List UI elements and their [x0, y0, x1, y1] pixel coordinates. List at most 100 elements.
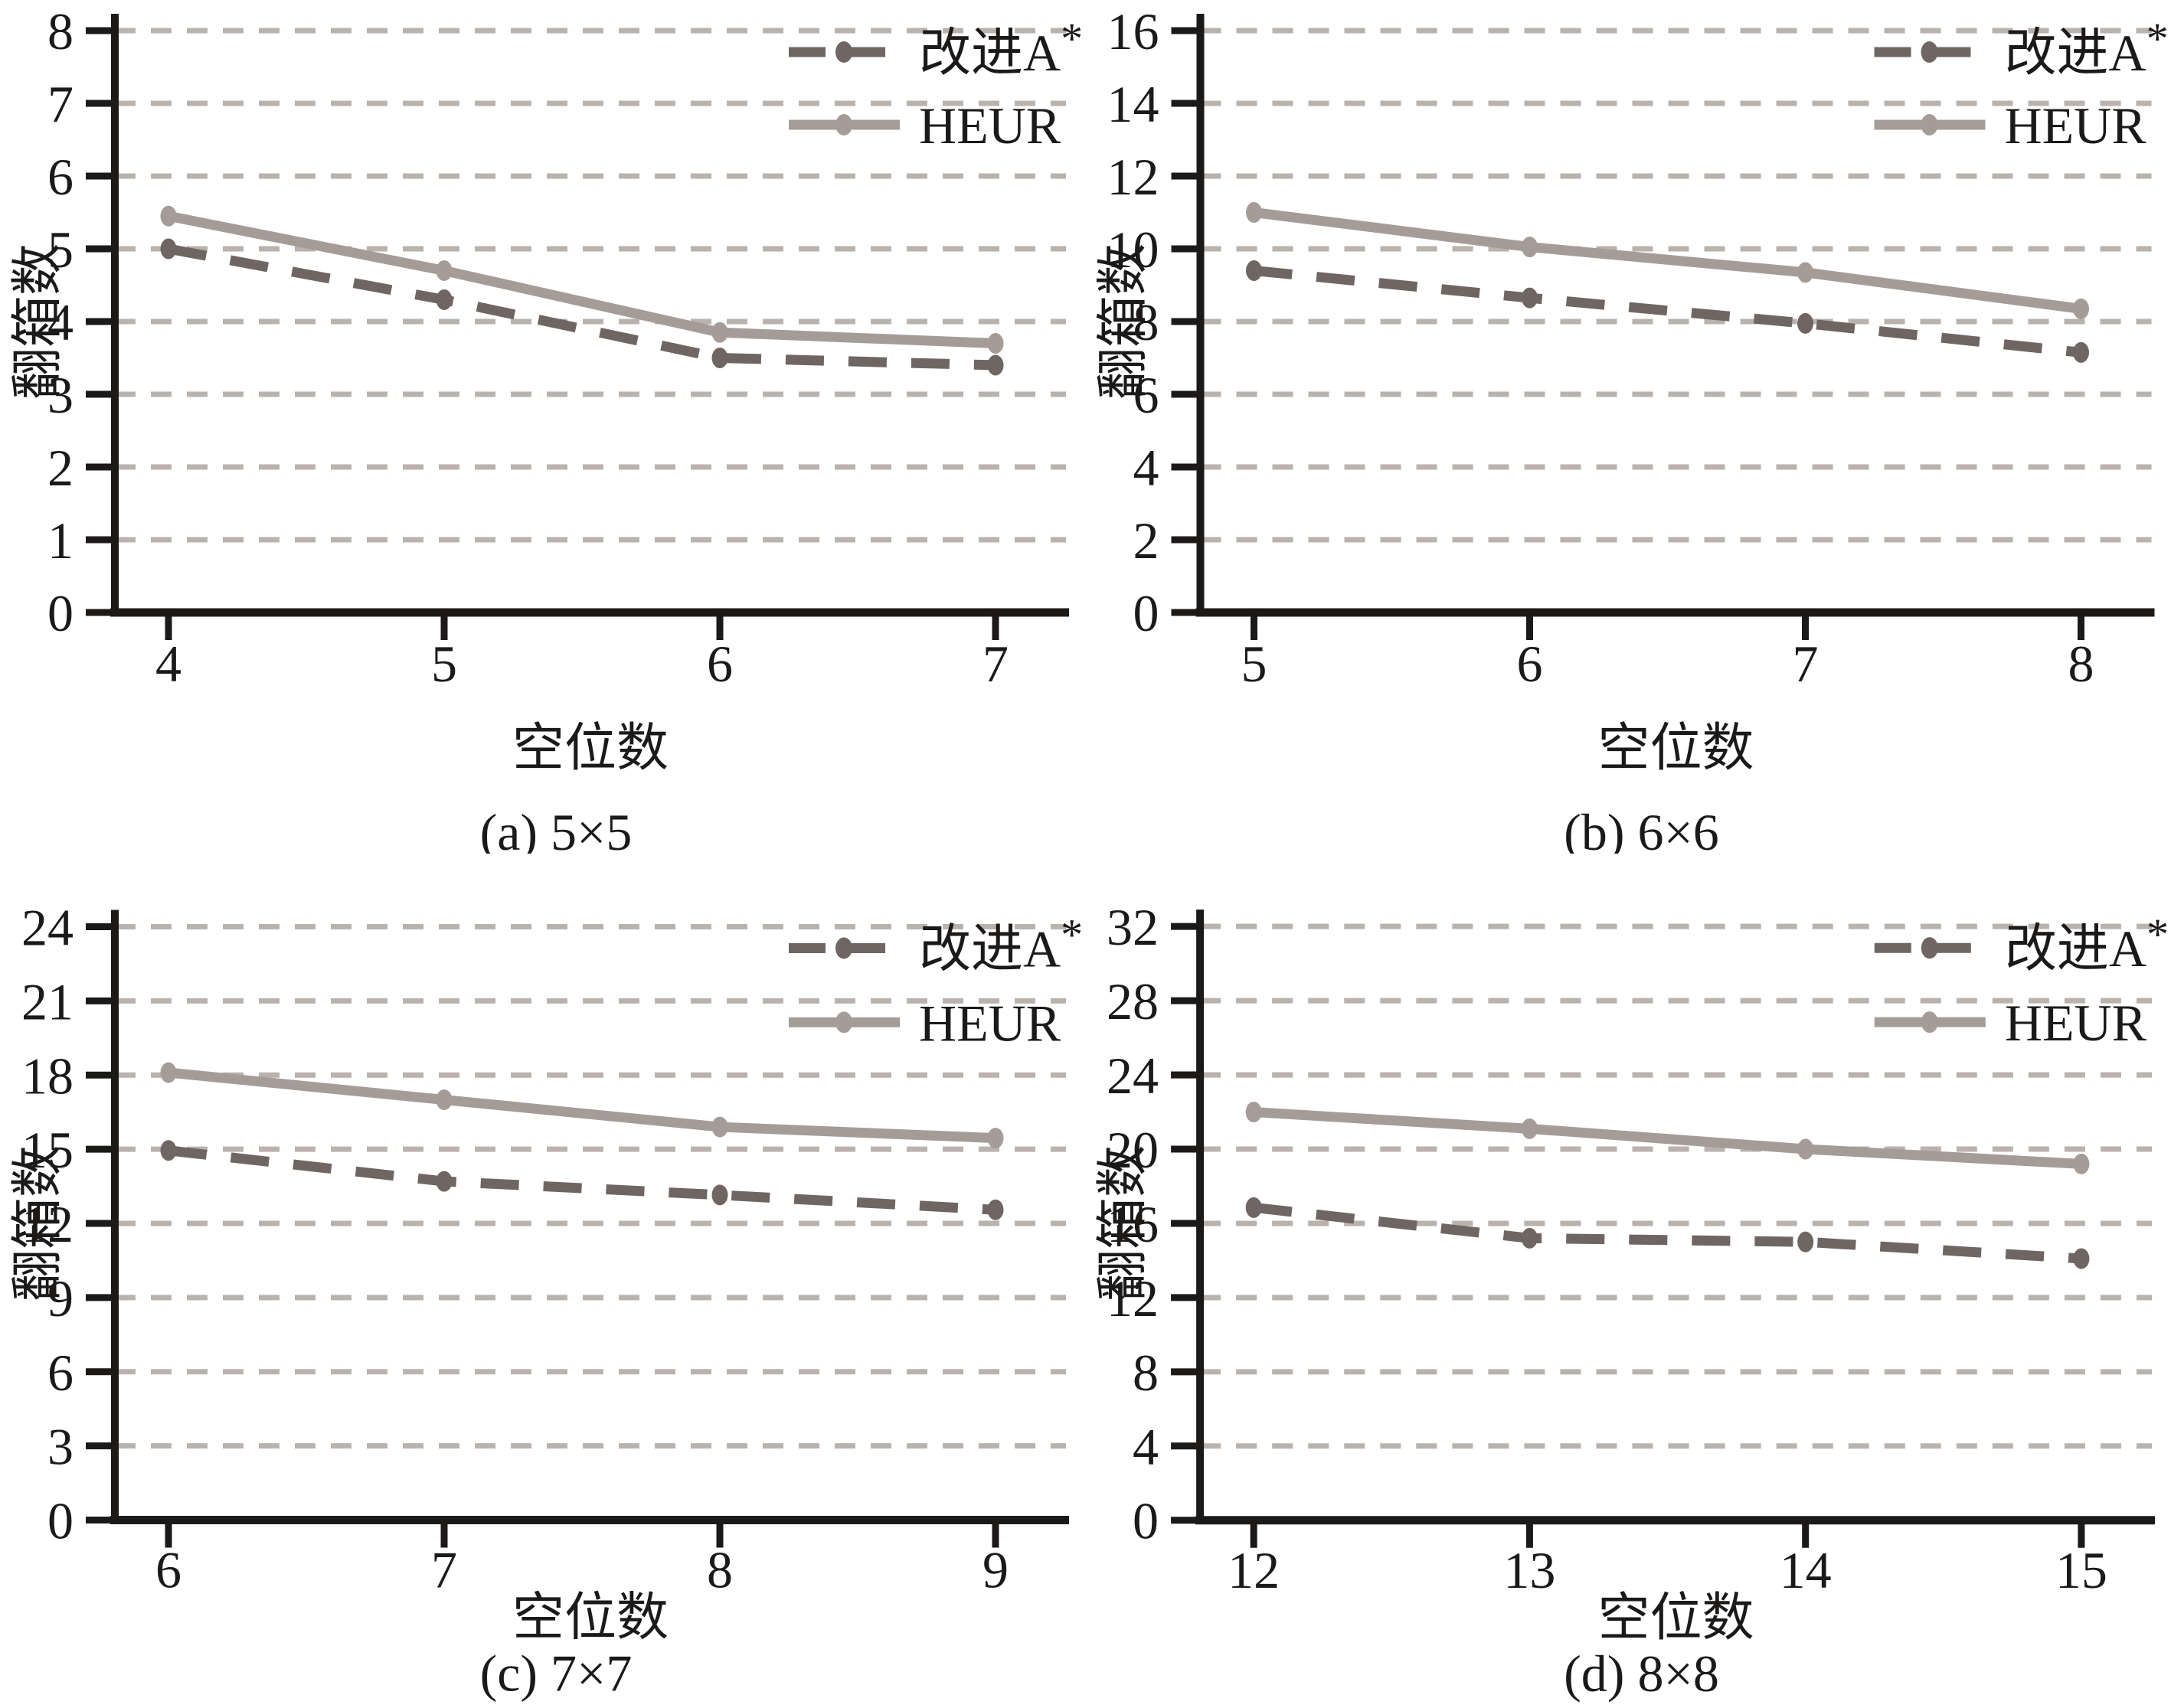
- legend: 改进A* HEUR: [1874, 910, 2169, 1052]
- series-improved-astar: [160, 1140, 1004, 1220]
- chart-d-8x8: 0 4 8 12 16 20 24 28 32 12 13 14 15 翻箱数 空位数 (d) 8×8 改进A*…: [1085, 854, 2171, 1708]
- data-point-marker: [987, 333, 1004, 354]
- data-point-marker: [436, 1089, 453, 1111]
- y-ticks: 0 2 4 6 8 10 12 14 16: [1107, 2, 1201, 642]
- data-point-marker: [1245, 1197, 1262, 1218]
- chart-caption: (a) 5×5: [480, 803, 633, 854]
- data-point-marker: [2073, 298, 2089, 319]
- data-point-marker: [160, 1062, 177, 1083]
- y-tick-label: 8: [47, 2, 74, 60]
- data-point-marker: [1522, 287, 1538, 309]
- y-tick-label: 12: [21, 1195, 74, 1253]
- y-tick-label: 10: [1107, 220, 1159, 279]
- chart-caption: (b) 6×6: [1564, 803, 1719, 854]
- x-tick-label: 7: [983, 635, 1009, 693]
- series-heur: [160, 1062, 1004, 1149]
- x-tick-label: 15: [2055, 1541, 2107, 1599]
- y-axis-title: 翻箱数: [8, 243, 67, 400]
- legend-label: 改进A*: [919, 14, 1083, 82]
- x-axis-title: 空位数: [1597, 1589, 1754, 1647]
- legend-marker: [1921, 937, 1938, 959]
- y-axis-title: 翻箱数: [1094, 243, 1153, 400]
- y-tick-label: 15: [21, 1121, 74, 1179]
- legend-marker: [835, 937, 852, 959]
- data-point-marker: [436, 289, 453, 310]
- y-tick-label: 6: [47, 148, 74, 206]
- y-tick-label: 16: [1107, 1195, 1159, 1253]
- data-point-marker: [711, 1116, 728, 1138]
- y-axis-title: 翻箱数: [1094, 1145, 1152, 1301]
- y-tick-label: 0: [47, 584, 74, 642]
- y-tick-label: 21: [21, 972, 74, 1030]
- legend-label: HEUR: [2005, 96, 2147, 155]
- y-tick-label: 12: [1107, 1269, 1159, 1328]
- gridlines: [1200, 28, 2152, 543]
- y-tick-label: 18: [21, 1047, 74, 1105]
- series-heur: [160, 205, 1004, 354]
- data-point-marker: [1797, 262, 1813, 283]
- data-point-marker: [160, 205, 177, 227]
- data-point-marker: [436, 1171, 453, 1192]
- data-point-marker: [160, 238, 177, 260]
- y-tick-label: 28: [1107, 972, 1159, 1030]
- y-tick-label: 14: [1107, 75, 1159, 133]
- x-tick-label: 12: [1228, 1541, 1280, 1599]
- x-ticks: 12 13 14 15: [1228, 1520, 2107, 1599]
- y-tick-label: 4: [1133, 439, 1159, 497]
- data-point-marker: [2073, 1248, 2090, 1269]
- data-point-marker: [987, 1128, 1004, 1149]
- y-tick-label: 4: [47, 293, 74, 351]
- chart-caption: (c) 7×7: [480, 1644, 633, 1703]
- gridlines: [115, 28, 1066, 543]
- y-tick-label: 16: [1107, 2, 1159, 60]
- x-tick-label: 8: [2068, 635, 2094, 693]
- legend-label: HEUR: [2005, 994, 2147, 1052]
- legend: 改进A* HEUR: [789, 14, 1083, 155]
- y-tick-label: 3: [47, 1418, 74, 1476]
- series-improved-astar: [1245, 1197, 2090, 1269]
- x-tick-label: 7: [1793, 635, 1819, 693]
- y-axis-title: 翻箱数: [8, 1145, 67, 1301]
- y-tick-label: 24: [21, 899, 74, 957]
- gridlines: [1200, 923, 2152, 1449]
- y-tick-label: 2: [1133, 511, 1159, 570]
- chart-a-5x5: 0 1 2 3 4 5 6 7 8 4 5 6 7 翻箱数 空位数 (a) 5×5 改进A* HEUR: [0, 0, 1085, 854]
- data-point-marker: [987, 1199, 1004, 1220]
- data-point-marker: [711, 322, 728, 343]
- x-tick-label: 6: [707, 635, 733, 693]
- x-tick-label: 14: [1780, 1541, 1832, 1599]
- x-axis-title: 空位数: [512, 1589, 669, 1647]
- chart-b-6x6: 0 2 4 6 8 10 12 14 16 5 6 7 8 翻箱数 空位数 (b) 6×6 改进A* HEUR: [1085, 0, 2171, 854]
- y-ticks: 0 4 8 12 16 20 24 28 32: [1107, 898, 1201, 1550]
- x-ticks: 6 7 8 9: [155, 1520, 1009, 1599]
- series-heur: [1245, 1102, 2090, 1174]
- series-heur: [1246, 202, 2089, 319]
- gridlines: [115, 924, 1066, 1449]
- x-tick-label: 8: [707, 1541, 733, 1599]
- data-point-marker: [1797, 312, 1813, 334]
- data-point-marker: [1522, 237, 1538, 258]
- legend-label: 改进A*: [919, 910, 1083, 978]
- y-tick-label: 8: [1133, 293, 1159, 351]
- y-tick-label: 1: [47, 511, 74, 570]
- data-point-marker: [987, 354, 1004, 376]
- legend: 改进A* HEUR: [789, 910, 1083, 1052]
- series-improved-astar: [160, 238, 1004, 376]
- x-tick-label: 4: [155, 635, 181, 693]
- y-tick-label: 12: [1107, 148, 1159, 206]
- legend-label: 改进A*: [2005, 910, 2169, 978]
- data-point-marker: [436, 260, 453, 281]
- y-ticks: 0 1 2 3 4 5 6 7 8: [47, 2, 115, 642]
- y-tick-label: 32: [1107, 898, 1159, 956]
- data-point-marker: [1521, 1227, 1538, 1249]
- y-tick-label: 9: [47, 1269, 74, 1328]
- data-point-marker: [2073, 1153, 2090, 1174]
- legend-label: 改进A*: [2005, 14, 2169, 82]
- y-tick-label: 24: [1107, 1047, 1159, 1105]
- legend-marker: [1921, 114, 1938, 136]
- data-point-marker: [1245, 1102, 1262, 1123]
- x-ticks: 5 6 7 8: [1241, 612, 2094, 693]
